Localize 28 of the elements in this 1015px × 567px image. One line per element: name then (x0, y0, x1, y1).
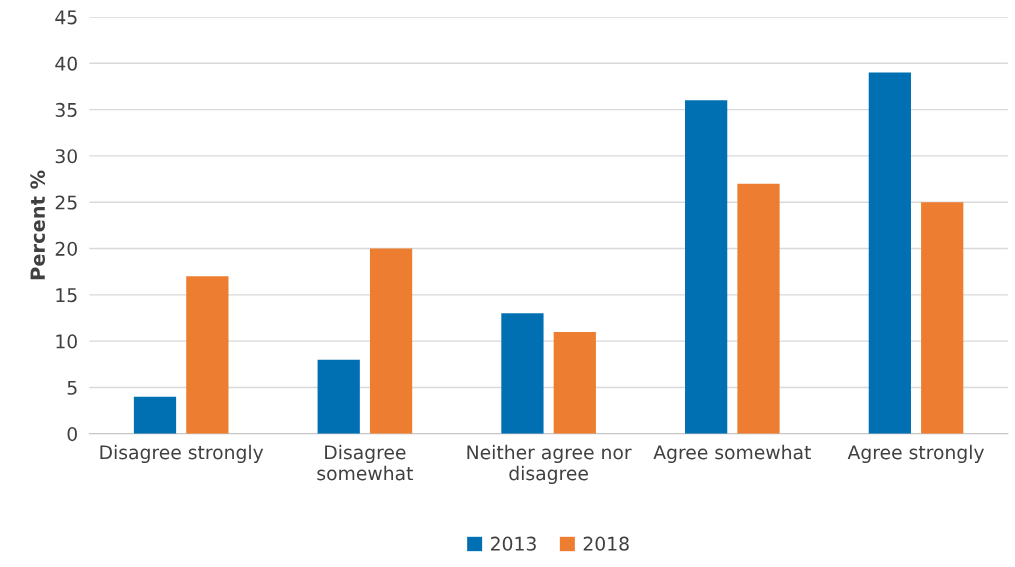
bar (868, 72, 911, 434)
bar (553, 331, 596, 434)
x-tick-label: Neither agree nor disagree (467, 444, 632, 485)
legend-label: 2013 (491, 536, 536, 551)
y-tick-label: 10 (56, 334, 77, 349)
bar (501, 313, 544, 434)
y-tick-label: 30 (55, 149, 77, 164)
bar (317, 359, 360, 434)
bar (921, 202, 964, 434)
y-axis-title: Percent % (30, 170, 46, 280)
y-tick-label: 5 (67, 380, 77, 395)
y-tick-label: 15 (56, 288, 77, 303)
y-tick-label: 25 (55, 195, 77, 210)
y-tick-label: 20 (55, 241, 77, 256)
bar (737, 183, 780, 434)
x-tick-label: Disagree somewhat (317, 444, 413, 481)
y-tick-label: 0 (67, 426, 77, 442)
bar (133, 396, 177, 434)
y-tick-label: 45 (55, 10, 77, 25)
bar (369, 248, 413, 434)
x-tick-label: Disagree strongly (100, 444, 264, 464)
x-tick-label: Agree somewhat (653, 444, 811, 464)
y-tick-label: 40 (55, 56, 77, 71)
bar (186, 276, 229, 434)
legend-label: 2018 (583, 536, 629, 551)
y-tick-label: 35 (55, 102, 77, 118)
x-tick-label: Agree strongly (847, 444, 984, 464)
bar (685, 100, 728, 434)
